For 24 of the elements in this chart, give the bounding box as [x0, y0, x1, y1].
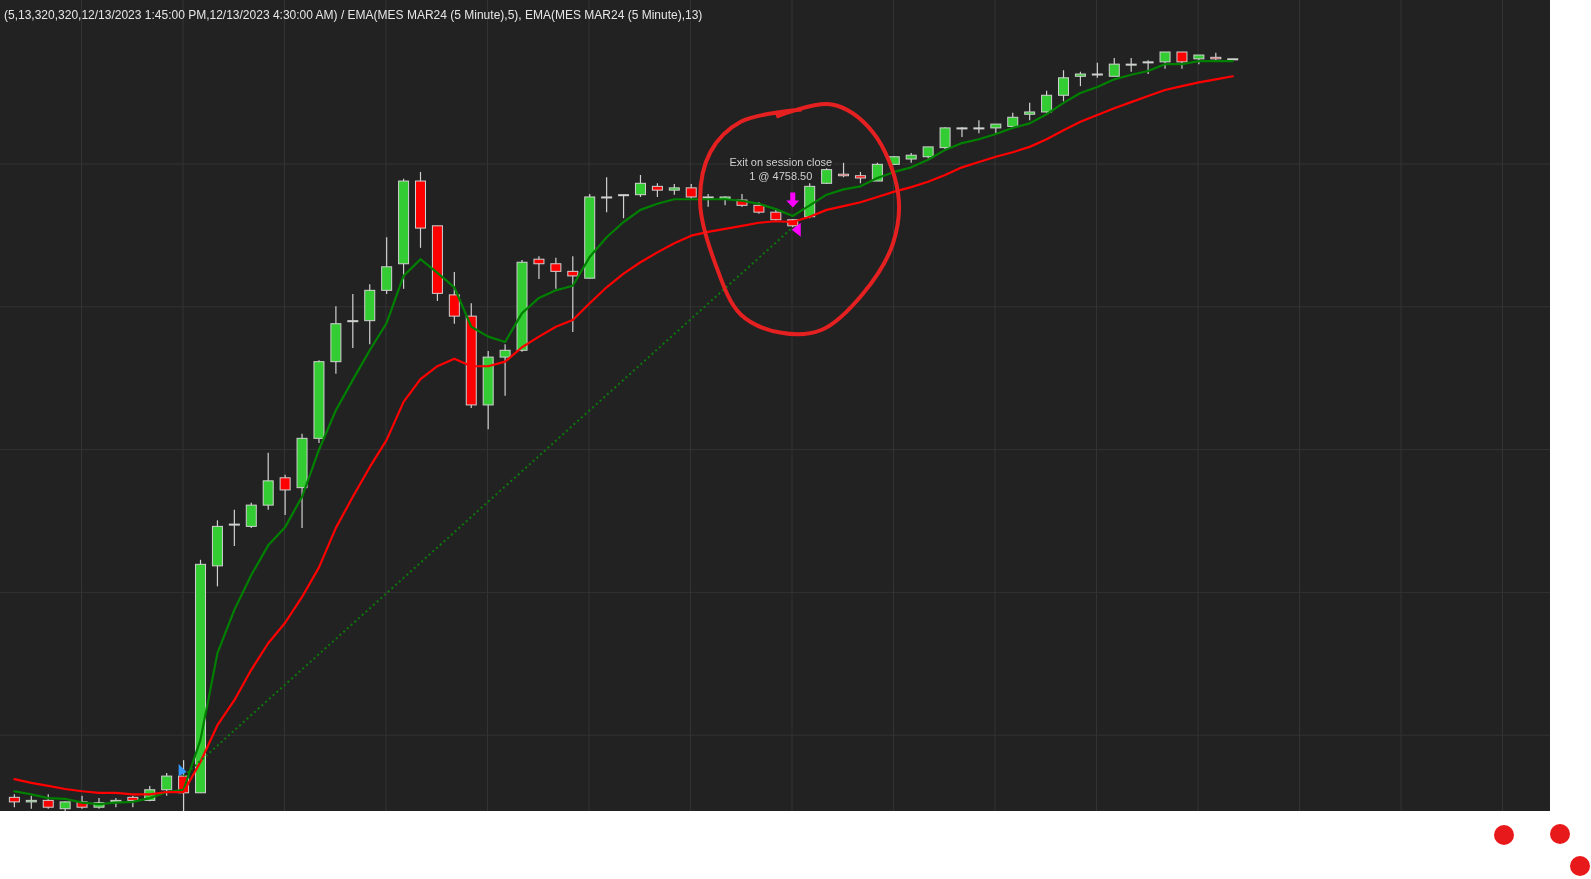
candlestick [939, 126, 951, 150]
candlestick [973, 119, 985, 134]
candlestick [1058, 69, 1070, 102]
candlestick [1108, 57, 1120, 77]
candlestick [499, 343, 511, 397]
candlestick [550, 257, 562, 290]
annotation: Exit on session close [729, 156, 833, 168]
candlestick [956, 126, 968, 138]
candlestick [245, 502, 257, 529]
candlestick [634, 174, 646, 198]
chart-title: (5,13,320,320,12/13/2023 1:45:00 PM,12/13/2023 4:30:00 AM) / EMA(MES MAR24 (5 Minute),5), EMA(MES MAR24 (5 Minute),13) [4, 8, 703, 22]
annotation: 1 @ 4758.50 [749, 170, 813, 182]
candlestick [228, 509, 240, 547]
candlestick [161, 772, 173, 797]
candlestick [347, 293, 359, 349]
candlestick [567, 255, 579, 333]
candlestick [1041, 90, 1053, 114]
candlestick [448, 271, 460, 325]
candlestick [381, 236, 393, 295]
candlestick [533, 255, 545, 280]
candlestick [279, 474, 291, 516]
candlestick [601, 176, 613, 213]
candlestick [618, 194, 630, 219]
candlestick [1142, 59, 1154, 75]
